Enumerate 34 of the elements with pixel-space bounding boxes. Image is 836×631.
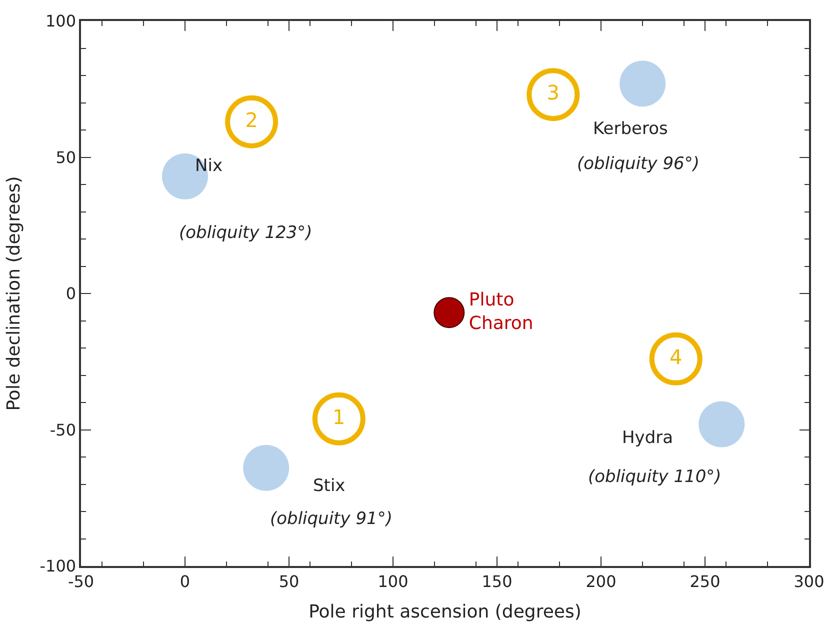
annotation: (obliquity 123°): [179, 223, 312, 243]
annotation: (obliquity 96°): [577, 154, 700, 174]
x-tick-label: 200: [586, 572, 616, 591]
series-label: 3: [546, 80, 560, 105]
y-tick-label: 0: [66, 284, 76, 304]
y-tick-label: 50: [56, 148, 76, 167]
point: [620, 60, 666, 107]
y-tick-label: -50: [50, 420, 76, 440]
y-axis-title: Pole declination (degrees): [3, 176, 24, 411]
point: [649, 332, 702, 386]
x-tick-label: 300: [794, 572, 824, 591]
annotation: (obliquity 110°): [588, 467, 722, 487]
point: [312, 392, 366, 446]
point: [698, 401, 745, 448]
x-tick-label: 150: [482, 572, 512, 591]
x-tick-label: 0: [180, 572, 190, 591]
annotation: Nix: [195, 156, 223, 176]
y-tick-label: 100: [46, 12, 76, 31]
annotation: Kerberos: [593, 119, 668, 139]
x-tick-label: 100: [378, 572, 408, 591]
annotation: Stix: [313, 476, 346, 496]
point: [243, 444, 290, 491]
series-label: 1: [332, 404, 346, 429]
series-label: 4: [670, 344, 682, 369]
point: [225, 95, 278, 148]
annotation: Hydra: [622, 428, 674, 448]
series-label: Pluto Charon: [468, 289, 534, 334]
x-tick-label: 250: [690, 572, 720, 591]
x-tick-label: 50: [278, 572, 300, 591]
point: [526, 68, 580, 122]
x-axis-title: Pole right ascension (degrees): [308, 602, 582, 623]
series-label: 2: [245, 108, 258, 132]
point: [434, 297, 465, 328]
annotation: (obliquity 91°): [270, 509, 392, 529]
